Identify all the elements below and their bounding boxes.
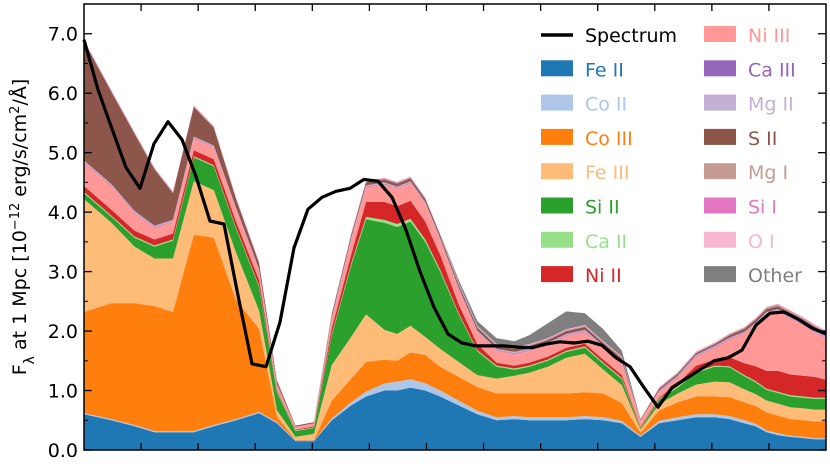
- y-tick-label: 7.0: [48, 24, 78, 46]
- y-axis-title-sq: 2: [8, 106, 23, 114]
- legend-entry-ni-ii: Ni II: [541, 265, 622, 287]
- legend-swatch: [541, 94, 573, 111]
- legend-entry-s-ii: S II: [704, 128, 777, 150]
- y-tick-label: 4.0: [48, 202, 78, 224]
- area-fe-iii: [84, 181, 826, 440]
- area-co-iii: [84, 234, 826, 441]
- legend-swatch: [704, 94, 736, 111]
- legend-swatch: [541, 163, 573, 180]
- y-axis-title-end: /Å]: [8, 79, 31, 106]
- legend-swatch: [704, 128, 736, 145]
- spectrum-line: [82, 39, 827, 409]
- legend-label: Ni III: [748, 25, 790, 47]
- legend-label: Si II: [585, 197, 620, 219]
- plot-frame: [83, 3, 827, 451]
- y-axis-title-rest: at 1 Mpc [10: [9, 230, 31, 356]
- legend-entry-ca-iii: Ca III: [704, 59, 796, 81]
- legend-entry-ca-ii: Ca II: [541, 231, 627, 253]
- legend-swatch: [541, 197, 573, 214]
- y-tick-label: 1.0: [48, 381, 78, 403]
- legend-entry-fe-iii: Fe III: [541, 162, 629, 184]
- legend-entry-co-ii: Co II: [541, 94, 627, 116]
- y-axis-title-sub: λ: [22, 356, 38, 364]
- legend-label: Ni II: [585, 265, 622, 287]
- legend-swatch: [541, 266, 573, 283]
- y-axis-title-exp: −12: [8, 203, 23, 230]
- legend-swatch: [704, 266, 736, 283]
- y-tick-label: 3.0: [48, 262, 78, 284]
- legend-label: Co II: [585, 94, 627, 116]
- legend-entry-other: Other: [704, 265, 802, 287]
- legend-label: Fe III: [585, 162, 629, 184]
- legend-swatch: [541, 128, 573, 145]
- legend-swatch: [704, 197, 736, 214]
- legend-entry-fe-ii: Fe II: [541, 59, 624, 81]
- legend-label: O I: [748, 231, 775, 253]
- legend: Spectrum Fe II Co II Co III Fe III Si II Ca II…: [541, 25, 802, 287]
- y-axis-title-f: F: [9, 364, 31, 375]
- legend-entry-co-iii: Co III: [541, 128, 633, 150]
- y-tick-label: 0.0: [48, 440, 78, 462]
- y-axis-title-units: erg/s/cm: [9, 114, 31, 203]
- y-tick-label: 5.0: [48, 143, 78, 165]
- legend-label: Mg I: [748, 162, 788, 184]
- area-ni-iii: [84, 138, 826, 430]
- legend-swatch: [704, 231, 736, 248]
- stacked-areas: [84, 39, 826, 450]
- legend-swatch: [541, 231, 573, 248]
- legend-entry-spectrum: Spectrum: [541, 25, 677, 47]
- area-si-ii: [84, 157, 826, 437]
- legend-label: S II: [748, 128, 777, 150]
- legend-entry-si-ii: Si II: [541, 197, 620, 219]
- legend-label: Other: [748, 265, 802, 287]
- legend-label: Si I: [748, 197, 777, 219]
- legend-label: Mg II: [748, 94, 794, 116]
- legend-entry-mg-i: Mg I: [704, 162, 788, 184]
- y-axis: 0.0 1.0 2.0 3.0 4.0 5.0 6.0 7.0: [48, 4, 826, 462]
- legend-swatch: [704, 26, 736, 42]
- legend-swatch: [541, 60, 573, 77]
- legend-label: Spectrum: [585, 25, 677, 47]
- y-tick-label: 6.0: [48, 83, 78, 105]
- legend-entry-ni-iii: Ni III: [704, 25, 790, 47]
- legend-swatch: [704, 60, 736, 77]
- legend-swatch: [704, 163, 736, 180]
- area-fe-ii: [84, 387, 826, 450]
- legend-label: Ca II: [585, 231, 627, 253]
- legend-entry-mg-ii: Mg II: [704, 94, 794, 116]
- y-tick-label: 2.0: [48, 321, 78, 343]
- legend-entry-si-i: Si I: [704, 197, 777, 219]
- legend-label: Co III: [585, 128, 633, 150]
- y-axis-title: Fλ at 1 Mpc [10−12 erg/s/cm2/Å]: [8, 79, 39, 376]
- legend-label: Ca III: [748, 59, 796, 81]
- legend-label: Fe II: [585, 59, 624, 81]
- legend-entry-o-i: O I: [704, 231, 775, 253]
